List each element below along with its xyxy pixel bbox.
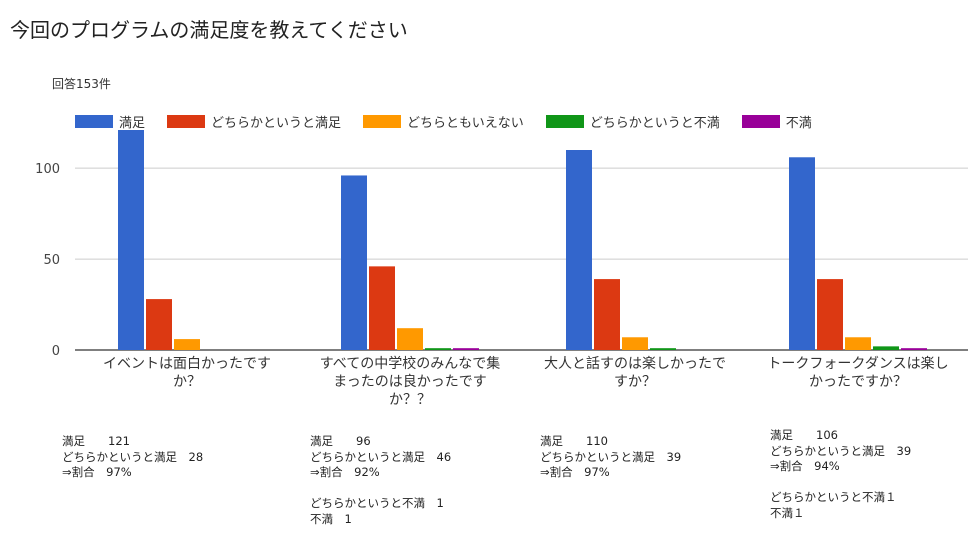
note-spacer xyxy=(310,481,451,497)
note-line: どちらかというと満足 46 xyxy=(310,449,452,464)
note-line: 満足 96 xyxy=(310,434,371,448)
legend-item-3[interactable]: どちらともいえない xyxy=(363,112,524,131)
note-line: ⇒割合 97% xyxy=(540,465,610,479)
note-line: どちらかというと満足 39 xyxy=(540,449,682,464)
y-tick-label: 50 xyxy=(43,253,60,268)
category-label: イベントは面白かったです xyxy=(103,356,271,372)
bar-3-1 xyxy=(174,339,200,350)
bar-3-2 xyxy=(397,328,423,350)
y-tick-label: 100 xyxy=(35,162,60,177)
legend-item-1[interactable]: 満足 xyxy=(75,112,145,131)
legend-label-1: 満足 xyxy=(119,116,146,131)
category-label: か？ xyxy=(173,374,201,390)
legend-swatch-3 xyxy=(363,115,402,128)
legend-swatch-1 xyxy=(75,115,113,128)
note-line: ⇒割合 94% xyxy=(770,459,840,473)
bar-2-4 xyxy=(817,279,843,350)
annotation-note-3: 満足 110 どちらかというと満足 39 ⇒割合 97% xyxy=(540,434,681,481)
note-line: どちらかというと不満 1 xyxy=(310,496,444,510)
legend-label-5: 不満 xyxy=(785,116,812,131)
note-spacer xyxy=(770,475,911,491)
annotation-note-1: 満足 121 どちらかというと満足 28 ⇒割合 97% xyxy=(62,434,203,481)
bar-1-2 xyxy=(341,175,367,350)
legend-item-2[interactable]: どちらかというと満足 xyxy=(167,112,341,131)
category-label: すべての中学校のみんなで集 xyxy=(320,355,500,372)
bar-3-4 xyxy=(845,337,871,350)
note-line: 不満１ xyxy=(770,505,805,520)
category-label: まったのは良かったです xyxy=(333,374,486,390)
category-label: 大人と話すのは楽しかったで xyxy=(544,355,726,372)
bar-1-1 xyxy=(118,130,144,350)
legend-item-5[interactable]: 不満 xyxy=(741,112,812,131)
bar-4-2 xyxy=(425,348,451,350)
note-line: 満足 106 xyxy=(770,428,838,442)
bar-5-4 xyxy=(901,348,927,350)
annotation-note-2: 満足 96 どちらかというと満足 46 ⇒割合 92% どちらかというと不満 1 不満 … xyxy=(310,434,451,527)
bar-2-2 xyxy=(369,266,395,350)
legend-label-2: どちらかというと満足 xyxy=(211,116,342,131)
note-line: どちらかというと満足 39 xyxy=(770,443,912,458)
note-line: 満足 110 xyxy=(540,434,608,448)
note-line: どちらかというと満足 28 xyxy=(62,449,204,464)
category-label: かったですか？ xyxy=(809,374,907,390)
bar-4-4 xyxy=(873,346,899,350)
bar-2-3 xyxy=(594,279,620,350)
bar-1-3 xyxy=(566,150,592,350)
bar-2-1 xyxy=(146,299,172,350)
note-line: どちらかというと不満１ xyxy=(770,490,897,504)
legend-swatch-4 xyxy=(545,115,584,128)
bar-3-3 xyxy=(622,337,648,350)
legend-swatch-2 xyxy=(167,115,206,128)
bar-5-2 xyxy=(453,348,479,350)
annotation-note-4: 満足 106 どちらかというと満足 39 ⇒割合 94% どちらかというと不満１ 不満１ xyxy=(770,428,911,521)
category-label: か？？ xyxy=(389,392,431,408)
note-line: ⇒割合 97% xyxy=(62,465,132,479)
y-tick-label: 0 xyxy=(52,344,60,359)
bar-1-4 xyxy=(789,157,815,350)
category-label: トークフォークダンスは楽し xyxy=(767,356,948,372)
note-line: 不満 1 xyxy=(310,511,352,526)
legend-label-3: どちらともいえない xyxy=(407,116,524,131)
response-count: 回答153件 xyxy=(52,77,111,91)
note-line: 満足 121 xyxy=(62,434,130,448)
legend-label-4: どちらかというと不満 xyxy=(589,116,720,131)
chart-title: 今回のプログラムの満足度を教えてください xyxy=(10,18,408,42)
legend-swatch-5 xyxy=(741,115,780,128)
legend: 満足 どちらかというと満足 どちらともいえない どちらかというと不満 不満 xyxy=(75,112,834,131)
category-label: すか？ xyxy=(614,374,656,390)
note-line: ⇒割合 92% xyxy=(310,465,380,479)
legend-item-4[interactable]: どちらかというと不満 xyxy=(545,112,720,131)
bar-4-3 xyxy=(650,348,676,350)
